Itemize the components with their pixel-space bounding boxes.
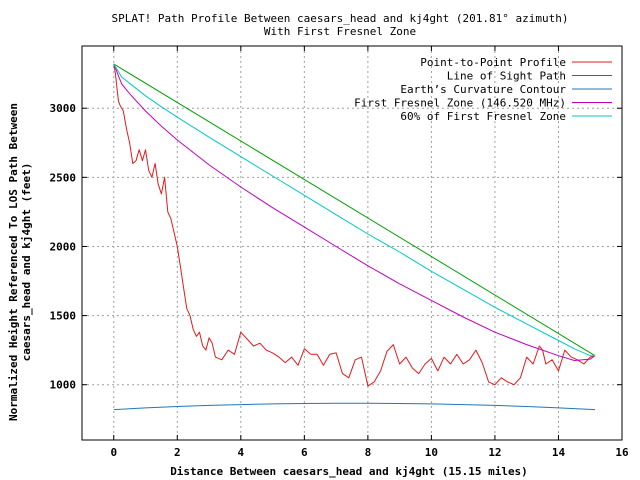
series-layer (113, 63, 596, 411)
series-line-1 (113, 63, 596, 357)
y-tick-label: 1000 (50, 379, 77, 392)
series-line-2 (113, 402, 596, 411)
y-tick-label: 2500 (50, 171, 77, 184)
y-axis-label-line1: Normalized Height Referenced To LOS Path… (7, 103, 20, 421)
x-tick-label: 16 (615, 446, 629, 459)
x-tick-label: 12 (488, 446, 501, 459)
grid-layer (82, 46, 622, 440)
plot-border (81, 45, 623, 441)
legend-label: Line of Sight Path (447, 70, 566, 83)
y-axis-label-line2: caesars_head and kj4ght (feet) (20, 163, 33, 362)
x-tick-label: 2 (174, 446, 181, 459)
series-line-4 (113, 63, 595, 357)
legend-label: Point-to-Point Profile (420, 56, 566, 69)
y-tick-label: 1500 (50, 310, 77, 323)
y-tick-label: 3000 (50, 102, 77, 115)
series-line-0 (113, 63, 596, 387)
x-tick-label: 10 (425, 446, 438, 459)
x-tick-label: 8 (365, 446, 372, 459)
legend-label: First Fresnel Zone (146.520 MHz) (354, 97, 566, 110)
tick-layer: 0 2 4 6 8 10 12 14 16 1000 1500 2000 2500 3000 (50, 46, 629, 459)
y-tick-label: 2000 (50, 240, 77, 253)
legend-label: 60% of First Fresnel Zone (400, 110, 566, 123)
x-tick-label: 14 (552, 446, 566, 459)
x-tick-label: 0 (110, 446, 117, 459)
chart-title: SPLAT! Path Profile Between caesars_head… (112, 12, 569, 25)
x-tick-label: 6 (301, 446, 308, 459)
x-axis-label: Distance Between caesars_head and kj4ght… (170, 465, 528, 478)
chart-subtitle: With First Fresnel Zone (264, 25, 416, 38)
series-line-3 (113, 63, 596, 361)
legend-label: Earth’s Curvature Contour (400, 83, 566, 96)
x-tick-label: 4 (238, 446, 245, 459)
